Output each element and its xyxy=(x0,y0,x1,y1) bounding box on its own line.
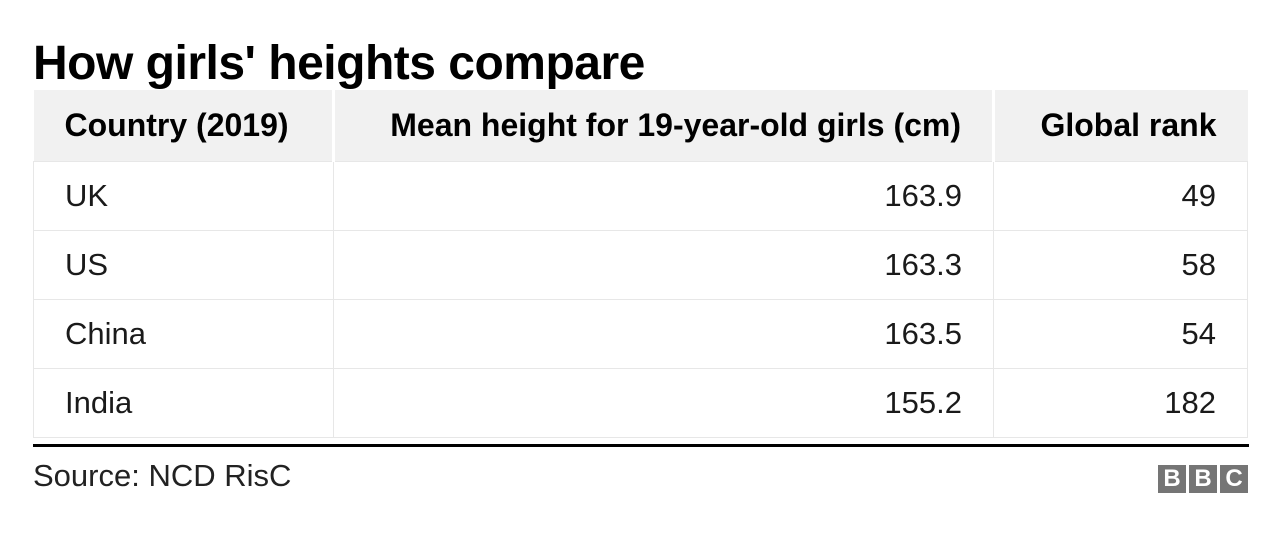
heights-table: Country (2019) Mean height for 19-year-o… xyxy=(33,90,1248,438)
table-row-us: US 163.3 58 xyxy=(33,229,1248,300)
cell-country: India xyxy=(33,367,334,438)
cell-mean-height: 163.3 xyxy=(333,229,994,300)
cell-country: China xyxy=(33,298,334,369)
bbc-logo: B B C xyxy=(1158,465,1248,493)
bbc-logo-letter-1: B xyxy=(1158,465,1186,493)
column-header-mean-height: Mean height for 19-year-old girls (cm) xyxy=(332,90,994,161)
cell-mean-height: 163.5 xyxy=(333,298,994,369)
cell-mean-height: 163.9 xyxy=(333,160,994,231)
bbc-logo-letter-2: B xyxy=(1189,465,1217,493)
cell-global-rank: 182 xyxy=(993,367,1248,438)
cell-global-rank: 58 xyxy=(993,229,1248,300)
table-header-row: Country (2019) Mean height for 19-year-o… xyxy=(33,90,1248,161)
footer-divider xyxy=(33,444,1249,447)
column-header-global-rank: Global rank xyxy=(992,90,1248,161)
page-title: How girls' heights compare xyxy=(33,37,645,90)
cell-country: UK xyxy=(33,160,334,231)
cell-global-rank: 49 xyxy=(993,160,1248,231)
cell-global-rank: 54 xyxy=(993,298,1248,369)
source-text: Source: NCD RisC xyxy=(33,458,292,493)
table-row-china: China 163.5 54 xyxy=(33,298,1248,369)
cell-mean-height: 155.2 xyxy=(333,367,994,438)
table-row-uk: UK 163.9 49 xyxy=(33,160,1248,231)
column-header-country: Country (2019) xyxy=(33,90,334,161)
cell-country: US xyxy=(33,229,334,300)
bbc-logo-letter-3: C xyxy=(1220,465,1248,493)
table-row-india: India 155.2 182 xyxy=(33,367,1248,438)
